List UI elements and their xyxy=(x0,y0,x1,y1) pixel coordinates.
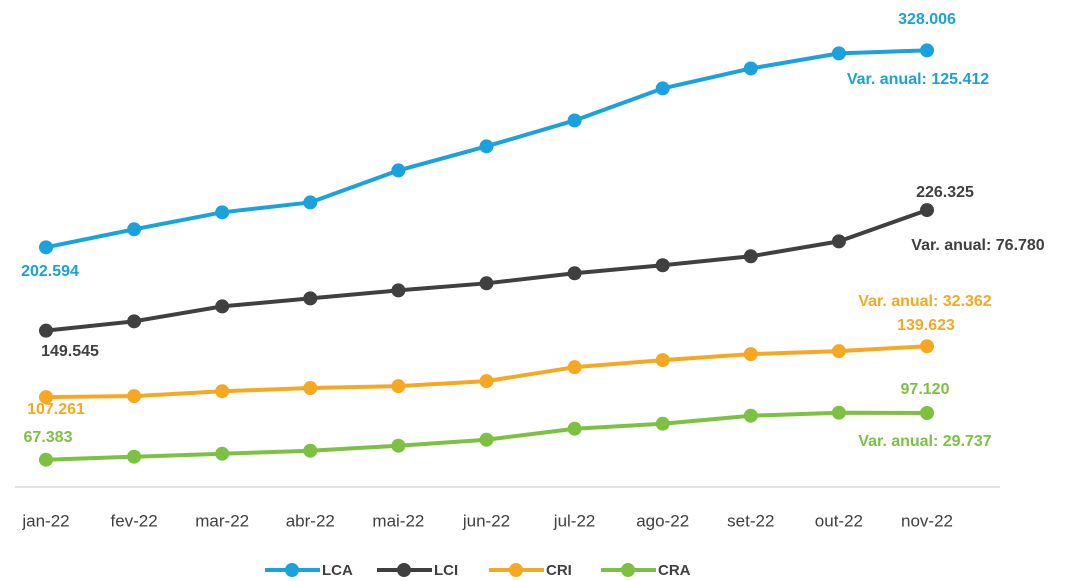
x-tick-label: mai-22 xyxy=(372,511,424,530)
point xyxy=(391,163,406,178)
point xyxy=(127,449,142,464)
data-label: 328.006 xyxy=(898,11,956,28)
annotation: Var. anual: 76.780 xyxy=(911,237,1045,254)
x-tick-label: mar-22 xyxy=(195,511,249,530)
point xyxy=(831,46,846,61)
point xyxy=(743,61,758,76)
data-label: 149.545 xyxy=(41,343,99,360)
point xyxy=(303,443,318,458)
point xyxy=(391,283,406,298)
point xyxy=(127,314,142,329)
point xyxy=(479,276,494,291)
point xyxy=(303,381,318,396)
data-label: 139.623 xyxy=(897,317,955,334)
annotation: Var. anual: 32.362 xyxy=(858,293,992,310)
legend-marker xyxy=(621,563,635,577)
point xyxy=(303,291,318,306)
point xyxy=(655,416,670,431)
x-tick-label: out-22 xyxy=(815,511,863,530)
point xyxy=(391,379,406,394)
point xyxy=(39,452,53,467)
x-tick-label: jul-22 xyxy=(553,511,596,530)
point xyxy=(655,258,670,273)
series-line xyxy=(45,208,928,333)
point xyxy=(743,408,758,423)
point xyxy=(215,446,230,461)
point xyxy=(831,405,846,420)
point xyxy=(655,353,670,368)
point xyxy=(920,203,934,218)
x-tick-label: set-22 xyxy=(727,511,774,530)
point xyxy=(655,81,670,96)
legend-marker xyxy=(509,563,523,577)
legend-label: LCI xyxy=(434,562,458,579)
data-label: 202.594 xyxy=(21,263,79,280)
point xyxy=(303,195,318,210)
point xyxy=(567,360,582,375)
point xyxy=(479,374,494,389)
point xyxy=(743,347,758,362)
point xyxy=(127,222,142,237)
annotation: Var. anual: 125.412 xyxy=(847,71,989,88)
point xyxy=(39,240,53,255)
point xyxy=(215,205,230,220)
point xyxy=(567,266,582,281)
data-label: 97.120 xyxy=(901,381,950,398)
point xyxy=(920,405,934,420)
legend-marker xyxy=(285,563,299,577)
x-tick-label: jan-22 xyxy=(21,511,69,530)
data-label: 107.261 xyxy=(27,401,85,418)
point xyxy=(127,389,142,404)
point xyxy=(215,384,230,399)
legend-marker xyxy=(397,563,411,577)
data-label: 67.383 xyxy=(24,429,73,446)
point xyxy=(743,249,758,264)
point xyxy=(831,344,846,359)
point xyxy=(920,339,934,354)
point xyxy=(567,113,582,128)
point xyxy=(479,139,494,154)
data-label: 226.325 xyxy=(916,184,974,201)
point xyxy=(831,234,846,249)
point xyxy=(479,432,494,447)
x-tick-label: nov-22 xyxy=(901,511,953,530)
series-line xyxy=(45,344,928,400)
point xyxy=(215,299,230,314)
x-tick-label: jun-22 xyxy=(462,511,510,530)
legend-label: CRA xyxy=(658,562,691,579)
point xyxy=(39,323,53,338)
legend-label: CRI xyxy=(546,562,572,579)
point xyxy=(920,43,934,58)
x-tick-label: ago-22 xyxy=(636,511,689,530)
point xyxy=(39,390,53,405)
legend-label: LCA xyxy=(322,562,353,579)
annotation: Var. anual: 29.737 xyxy=(858,433,992,450)
x-tick-label: fev-22 xyxy=(110,511,157,530)
x-tick-label: abr-22 xyxy=(286,511,335,530)
point xyxy=(567,421,582,436)
point xyxy=(391,438,406,453)
